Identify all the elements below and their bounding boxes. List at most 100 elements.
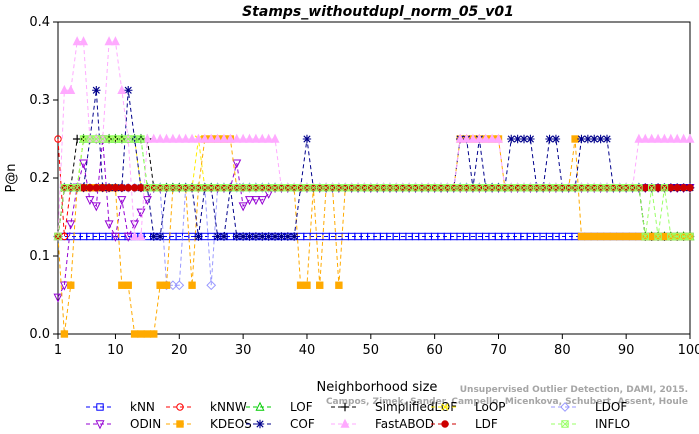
x-tick-label: 20 — [171, 343, 188, 358]
legend-item-ldof: LDOF — [551, 400, 627, 414]
data-point-cof — [283, 232, 293, 241]
y-axis-label: P@n — [4, 163, 19, 192]
data-point-ldf — [105, 184, 113, 192]
data-point-cof — [194, 232, 203, 241]
legend-label-odin: ODIN — [130, 417, 161, 431]
data-point-fastabod — [666, 133, 676, 143]
legend-marker-knnw — [176, 403, 184, 411]
legend-item-simplifiedlof: SimplifiedLOF — [331, 400, 457, 414]
legend-item-ldf: LDF — [431, 417, 498, 431]
data-point-ldf — [86, 184, 94, 192]
legend-marker-ldf — [441, 420, 449, 428]
data-point-cof — [155, 232, 165, 241]
x-tick-label: 40 — [299, 343, 316, 358]
y-tick-label: 0.2 — [29, 171, 50, 186]
data-point-odin — [85, 196, 95, 206]
y-tick-label: 0.3 — [29, 93, 50, 108]
legend-label-lof: LOF — [290, 400, 313, 414]
data-point-kdeos — [647, 232, 656, 241]
data-point-fastabod — [187, 133, 197, 143]
data-point-cof — [602, 134, 612, 144]
data-point-cof — [238, 232, 248, 241]
data-point-kdeos — [603, 232, 611, 241]
data-point-fastabod — [162, 133, 172, 143]
y-tick-label: 0.4 — [29, 15, 50, 30]
data-point-ldf — [679, 184, 688, 192]
legend-marker-cof — [255, 419, 265, 429]
data-point-inflo — [137, 135, 145, 143]
data-point-cof — [513, 134, 522, 144]
data-point-fastabod — [66, 84, 76, 94]
data-point-fastabod — [659, 133, 669, 143]
data-point-cof — [545, 134, 554, 144]
data-point-kdeos — [150, 330, 158, 338]
legend-marker-loop — [441, 403, 449, 411]
legend-marker-odin — [95, 420, 105, 430]
data-point-fastabod — [232, 133, 242, 143]
data-point-fastabod — [468, 133, 478, 143]
data-point-cof — [149, 232, 158, 241]
data-point-kdeos — [584, 232, 592, 241]
data-point-fastabod — [193, 133, 203, 143]
data-point-kdeos — [596, 232, 605, 241]
data-point-odin — [66, 220, 76, 230]
data-point-cof — [270, 232, 280, 241]
data-point-fastabod — [181, 133, 191, 143]
data-point-kdeos — [296, 281, 305, 289]
data-point-fastabod — [59, 84, 69, 94]
data-point-cof — [526, 134, 535, 144]
legend-label-kdeos: KDEOS — [210, 417, 252, 431]
data-point-cof — [590, 134, 599, 144]
data-point-cof — [245, 232, 254, 241]
legend: kNN kNNW LOF SimplifiedLOF LoOP LDOF ODIN KDEOS… — [86, 400, 630, 431]
data-point-cof — [219, 232, 229, 241]
series-line-odin — [57, 138, 690, 298]
series-ldf — [54, 184, 694, 241]
data-point-fastabod — [647, 133, 657, 143]
data-point-odin — [257, 196, 267, 206]
data-point-fastabod — [640, 133, 650, 143]
data-point-fastabod — [206, 133, 216, 143]
legend-item-odin: ODIN — [86, 417, 161, 431]
data-point-odin — [238, 202, 248, 212]
data-point-kdeos — [609, 232, 618, 241]
legend-label-loop: LoOP — [475, 400, 506, 414]
data-point-ldof — [206, 280, 217, 291]
data-point-fastabod — [168, 133, 178, 143]
data-point-fastabod — [200, 133, 210, 143]
data-point-cof — [258, 232, 267, 241]
data-point-fastabod — [79, 36, 89, 46]
legend-label-cof: COF — [290, 417, 315, 431]
data-point-odin — [91, 202, 101, 212]
data-point-kdeos — [622, 232, 630, 241]
data-point-ldf — [118, 184, 126, 192]
data-point-fastabod — [238, 133, 248, 143]
x-tick-label: 100 — [678, 343, 699, 358]
data-point-odin — [130, 220, 140, 230]
data-point-odin — [59, 281, 69, 291]
data-point-ldf — [667, 184, 675, 192]
data-point-kdeos — [162, 281, 171, 289]
data-point-inflo — [654, 232, 662, 241]
legend-marker-lof — [255, 401, 265, 411]
data-point-cof — [519, 134, 529, 144]
y-tick-label: 0.0 — [29, 327, 50, 342]
data-point-kdeos — [616, 232, 624, 241]
legend-label-fastabod: FastABOD — [375, 417, 434, 431]
series-inflo — [54, 135, 694, 241]
data-point-cof — [124, 86, 133, 95]
y-tick-label: 0.1 — [29, 249, 50, 264]
data-point-fastabod — [136, 231, 146, 241]
data-point-cof — [596, 134, 605, 144]
data-point-fastabod — [270, 133, 280, 143]
legend-item-lof: LOF — [246, 400, 313, 414]
data-point-odin — [245, 196, 255, 206]
data-point-fastabod — [213, 133, 223, 143]
data-point-cof — [302, 134, 312, 144]
data-point-inflo — [686, 232, 694, 241]
data-point-fastabod — [251, 133, 261, 143]
data-point-kdeos — [118, 281, 126, 289]
data-point-fastabod — [679, 133, 689, 143]
x-tick-label: 50 — [363, 343, 380, 358]
series-line-cof — [57, 90, 690, 237]
